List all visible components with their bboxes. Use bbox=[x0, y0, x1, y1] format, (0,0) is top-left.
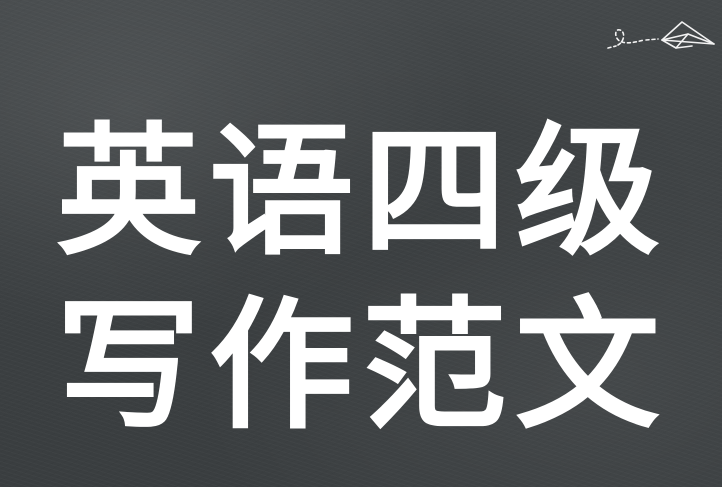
title-char: 文 bbox=[515, 284, 666, 449]
title-line-2: 写 作 范 文 bbox=[0, 292, 722, 442]
title-char: 英 bbox=[56, 110, 207, 275]
title-char: 写 bbox=[56, 284, 207, 449]
title-char: 作 bbox=[209, 284, 360, 449]
title-char: 范 bbox=[362, 284, 513, 449]
title-char: 四 bbox=[362, 110, 513, 275]
title-char: 级 bbox=[515, 110, 666, 275]
title-char: 语 bbox=[209, 110, 360, 275]
title-line-1: 英 语 四 级 bbox=[0, 118, 722, 268]
paper-plane-icon bbox=[607, 21, 715, 49]
